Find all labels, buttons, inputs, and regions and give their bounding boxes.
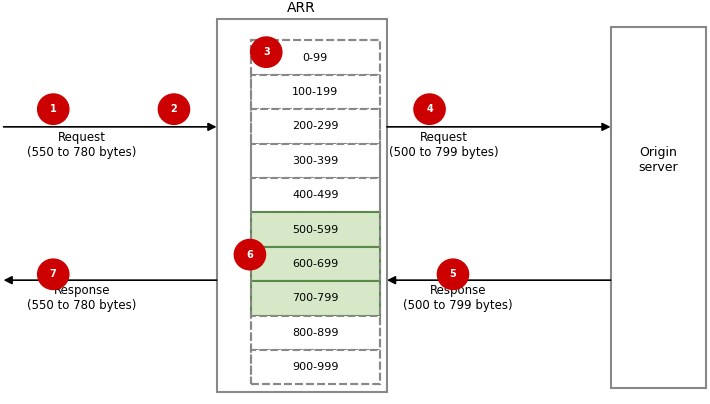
Text: 1: 1	[50, 104, 57, 114]
Text: Request
(500 to 799 bytes): Request (500 to 799 bytes)	[389, 131, 498, 159]
Bar	[251, 213, 380, 247]
Text: 3: 3	[263, 47, 270, 57]
Bar	[251, 75, 380, 109]
Text: 700-799: 700-799	[292, 293, 339, 303]
Ellipse shape	[437, 259, 469, 290]
Text: Origin
server: Origin server	[639, 146, 678, 174]
Bar	[611, 27, 706, 388]
Text: 2: 2	[170, 104, 178, 114]
Text: Response
(550 to 780 bytes): Response (550 to 780 bytes)	[27, 284, 136, 312]
Ellipse shape	[38, 259, 69, 290]
Text: ARR: ARR	[288, 1, 316, 15]
Text: 100-199: 100-199	[292, 87, 339, 97]
Ellipse shape	[414, 94, 445, 124]
Bar	[251, 281, 380, 316]
Text: 0-99: 0-99	[302, 53, 328, 63]
Text: 200-299: 200-299	[292, 121, 339, 131]
Ellipse shape	[158, 94, 190, 124]
Bar	[251, 316, 380, 350]
Text: 4: 4	[426, 104, 433, 114]
Text: 300-399: 300-399	[292, 156, 339, 166]
Ellipse shape	[234, 240, 266, 270]
Bar	[251, 40, 380, 384]
Ellipse shape	[38, 94, 69, 124]
Bar	[251, 350, 380, 384]
Bar	[251, 40, 380, 75]
Ellipse shape	[251, 37, 282, 67]
Text: 500-599: 500-599	[292, 225, 339, 235]
Text: 600-699: 600-699	[292, 259, 339, 269]
Text: 400-499: 400-499	[292, 190, 339, 200]
Text: Response
(500 to 799 bytes): Response (500 to 799 bytes)	[403, 284, 513, 312]
Text: 7: 7	[50, 269, 57, 279]
Text: Request
(550 to 780 bytes): Request (550 to 780 bytes)	[27, 131, 136, 159]
Text: 800-899: 800-899	[292, 328, 339, 338]
Bar	[251, 109, 380, 143]
Text: 5: 5	[449, 269, 457, 279]
Bar	[217, 19, 387, 392]
Bar	[251, 143, 380, 178]
Bar	[251, 247, 380, 281]
Text: 6: 6	[246, 250, 253, 260]
Bar	[251, 178, 380, 213]
Text: 900-999: 900-999	[292, 362, 339, 372]
